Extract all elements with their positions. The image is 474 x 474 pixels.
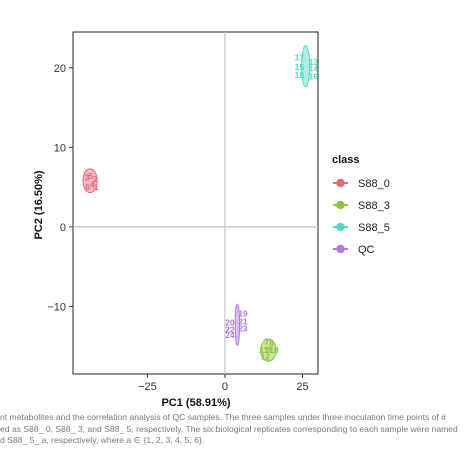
point-label-s88-3: 8 [269,338,274,348]
confidence-ellipses [82,45,311,362]
zero-lines [73,32,318,374]
point-label-s88-0: 5 [88,171,93,181]
y-tick-label: 20 [54,63,66,75]
caption-line-1: nt metabolites and the correlation analy… [0,412,447,422]
point-label-s88-0: 6 [85,182,90,192]
y-axis-ticks: −10 0 10 20 [47,63,73,313]
point-label-s88-0: 2 [93,174,98,184]
point-label-qc: 24 [225,330,235,340]
plot-panel [72,31,319,375]
legend-label-s88-3: S88_3 [358,200,390,212]
legend: class S88_0 S88_3 S88_5 QC [332,154,390,256]
legend-key-dot-qc [336,244,345,254]
caption-line-2: ed as S88_ 0, S88_ 3, and S88_ 5, respec… [0,423,458,434]
point-label-s88-0: 3 [85,173,90,183]
y-tick-label: 10 [54,142,66,154]
point-label-qc: 22 [225,324,235,334]
point-label-s88-3: 7 [264,336,269,346]
point-label-s88-3: 9 [267,344,272,354]
legend-label-s88-5: S88_5 [358,222,390,234]
point-label-s88-5: 18 [295,70,305,80]
x-tick-label: 25 [296,381,308,393]
point-label-qc: 19 [238,309,248,319]
ellipse-s88-3 [260,338,277,362]
x-tick-label: 0 [222,381,228,393]
point-label-s88-3: 12 [261,352,271,362]
legend-key-dot-s88-5 [336,222,345,232]
legend-title: class [332,154,360,166]
x-axis-title: PC1 (58.91%) [161,397,230,409]
x-axis-ticks: −25 0 25 [138,374,309,393]
point-label-s88-0: 1 [94,182,99,192]
ellipse-s88-0 [82,168,98,194]
caption-line-3: d S88_ 5_ a, respectively, where a ∈ {1,… [0,435,205,445]
point-label-qc: 20 [225,317,235,327]
x-tick-label: −25 [138,381,157,393]
point-label-s88-5: 15 [295,62,305,72]
ellipse-s88-5 [301,45,311,88]
point-label-s88-3: 10 [269,345,279,355]
legend-key-dot-s88-3 [336,200,345,210]
point-label-s88-5: 17 [295,52,305,62]
point-label-s88-5: 13 [309,57,319,67]
point-label-s88-0: 4 [90,180,95,190]
point-label-s88-5: 16 [309,72,319,82]
legend-key-dot-s88-0 [336,178,345,188]
legend-label-qc: QC [358,244,375,256]
y-tick-label: 0 [60,222,66,234]
legend-label-s88-0: S88_0 [358,178,390,190]
y-axis-title: PC2 (16.50%) [33,170,45,239]
ellipse-qc [234,303,241,346]
point-label-qc: 21 [238,317,248,327]
point-label-qc: 23 [238,324,248,334]
point-label-s88-5: 14 [309,64,319,74]
y-tick-label: −10 [47,301,66,313]
point-label-s88-3: 11 [259,345,268,355]
figure-caption: nt metabolites and the correlation analy… [0,412,474,474]
